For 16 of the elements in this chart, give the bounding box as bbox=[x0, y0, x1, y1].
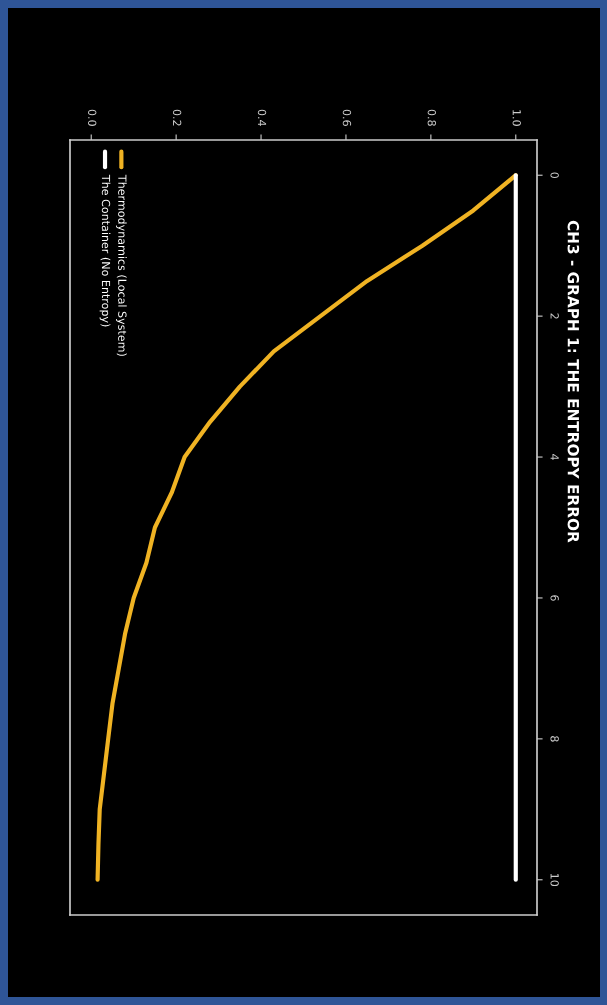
x-tick-label: 0.2 bbox=[172, 109, 182, 126]
y-tick-label: 2 bbox=[550, 313, 559, 319]
x-tick-label: 0.8 bbox=[427, 109, 437, 126]
y-tick-label: 8 bbox=[550, 736, 559, 742]
text: CH3 - GRAPH 1: THE ENTROPY ERROR bbox=[567, 220, 580, 543]
x-tick-label: 0.0 bbox=[88, 109, 97, 126]
line-series bbox=[513, 173, 518, 882]
y-tick-label: 4 bbox=[550, 454, 559, 460]
y-tick-label: 10 bbox=[550, 873, 559, 887]
legend-label: The Container (No Entropy) bbox=[99, 174, 111, 327]
y-tick-label: 6 bbox=[550, 595, 559, 601]
legend-label: Thermodynamics (Local System) bbox=[115, 174, 127, 356]
x-tick-label: 1.0 bbox=[512, 110, 521, 126]
y-tick-label: 0 bbox=[550, 172, 559, 179]
x-tick-label: 0.4 bbox=[257, 109, 267, 126]
x-tick-label: 0.6 bbox=[342, 109, 352, 126]
